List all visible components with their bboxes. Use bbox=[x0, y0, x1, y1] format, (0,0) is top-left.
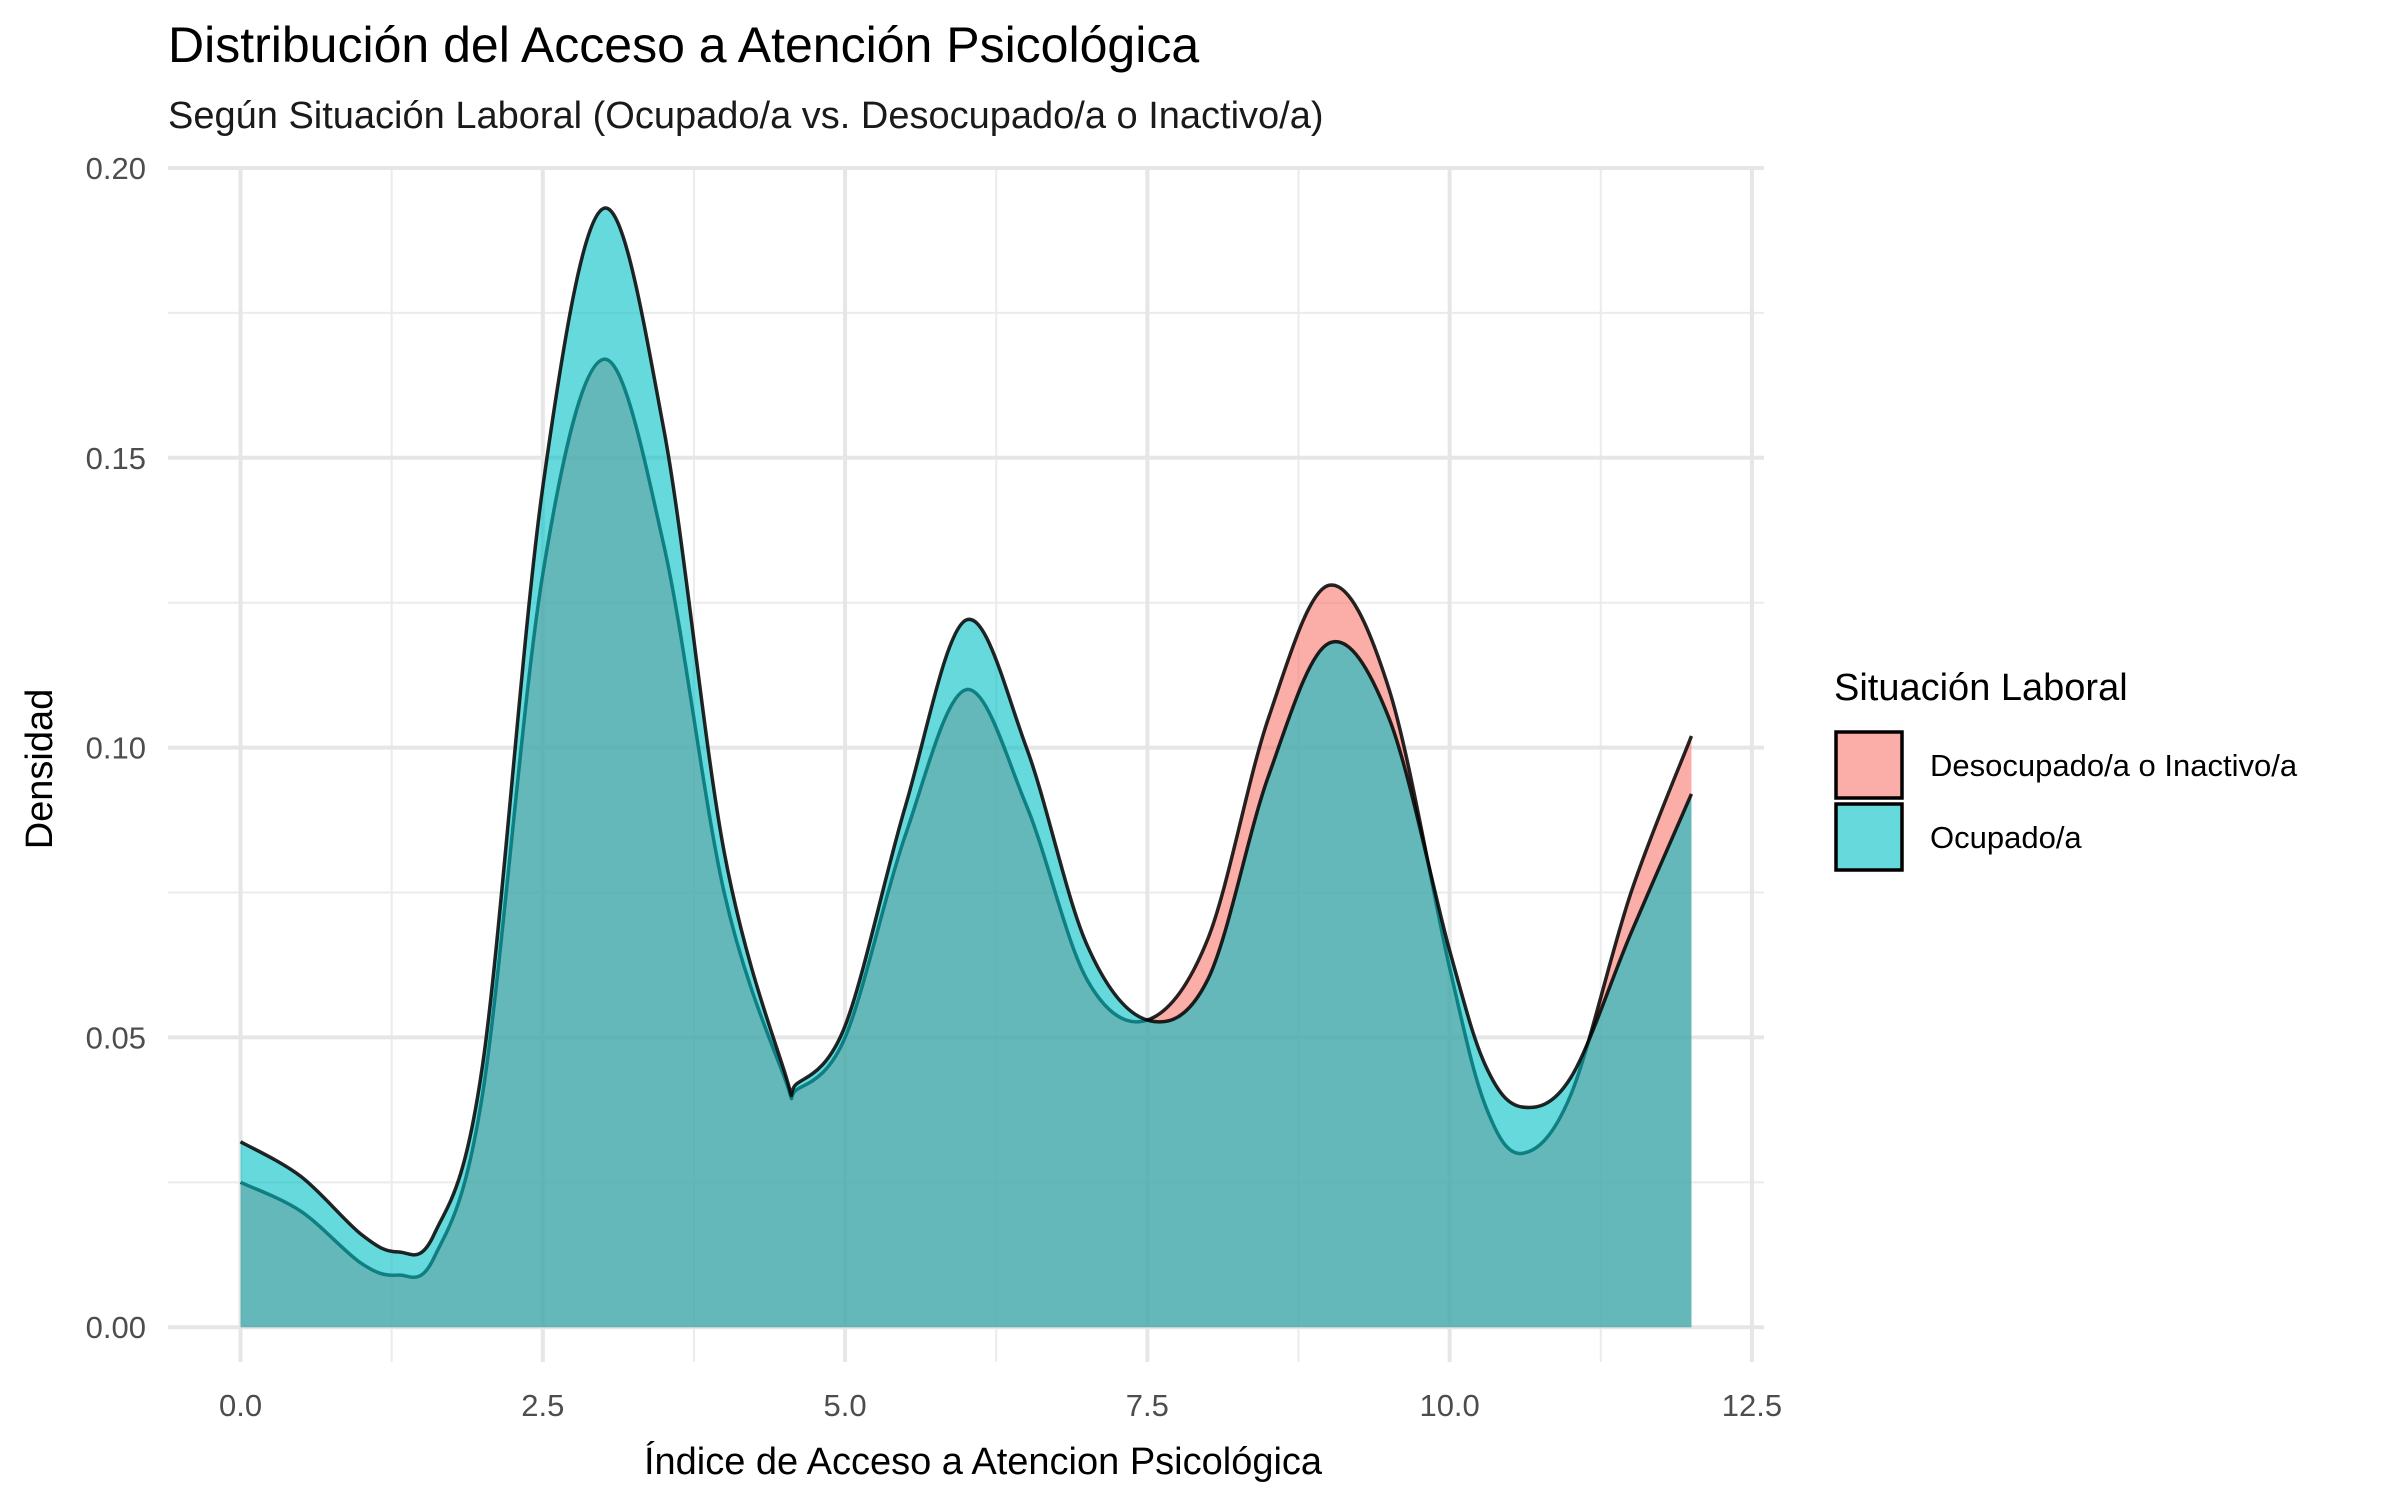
y-tick-label: 0.15 bbox=[86, 441, 146, 476]
x-axis-ticks: 0.0 2.5 5.0 7.5 10.0 12.5 bbox=[219, 1388, 1782, 1423]
legend-key bbox=[1834, 730, 1904, 800]
y-tick-label: 0.05 bbox=[86, 1020, 146, 1055]
x-tick-label: 0.0 bbox=[219, 1388, 262, 1423]
chart-title: Distribución del Acceso a Atención Psico… bbox=[168, 17, 1199, 73]
y-tick-label: 0.10 bbox=[86, 731, 146, 766]
y-tick-label: 0.20 bbox=[86, 151, 146, 186]
y-axis-title: Densidad bbox=[19, 689, 61, 850]
y-tick-label: 0.00 bbox=[86, 1310, 146, 1345]
legend: Situación Laboral Desocupado/a o Inactiv… bbox=[1834, 667, 2298, 872]
x-tick-label: 7.5 bbox=[1126, 1388, 1169, 1423]
legend-label: Ocupado/a bbox=[1930, 820, 2082, 855]
series-layer bbox=[239, 206, 1694, 1328]
legend-title: Situación Laboral bbox=[1834, 667, 2128, 709]
chart-subtitle: Según Situación Laboral (Ocupado/a vs. D… bbox=[168, 95, 1324, 137]
x-axis-title: Índice de Acceso a Atencion Psicológica bbox=[644, 1440, 1323, 1483]
density-area-ocupado-a bbox=[240, 208, 1692, 1328]
legend-key bbox=[1834, 802, 1904, 872]
x-tick-label: 10.0 bbox=[1419, 1388, 1479, 1423]
x-tick-label: 5.0 bbox=[824, 1388, 867, 1423]
x-tick-label: 2.5 bbox=[521, 1388, 564, 1423]
legend-items: Desocupado/a o Inactivo/a Ocupado/a bbox=[1834, 730, 2298, 872]
y-axis-ticks: 0.00 0.05 0.10 0.15 0.20 bbox=[86, 151, 146, 1345]
x-tick-label: 12.5 bbox=[1722, 1388, 1782, 1423]
density-line-ocupado-a bbox=[239, 206, 1694, 1257]
legend-label: Desocupado/a o Inactivo/a bbox=[1930, 748, 2298, 783]
